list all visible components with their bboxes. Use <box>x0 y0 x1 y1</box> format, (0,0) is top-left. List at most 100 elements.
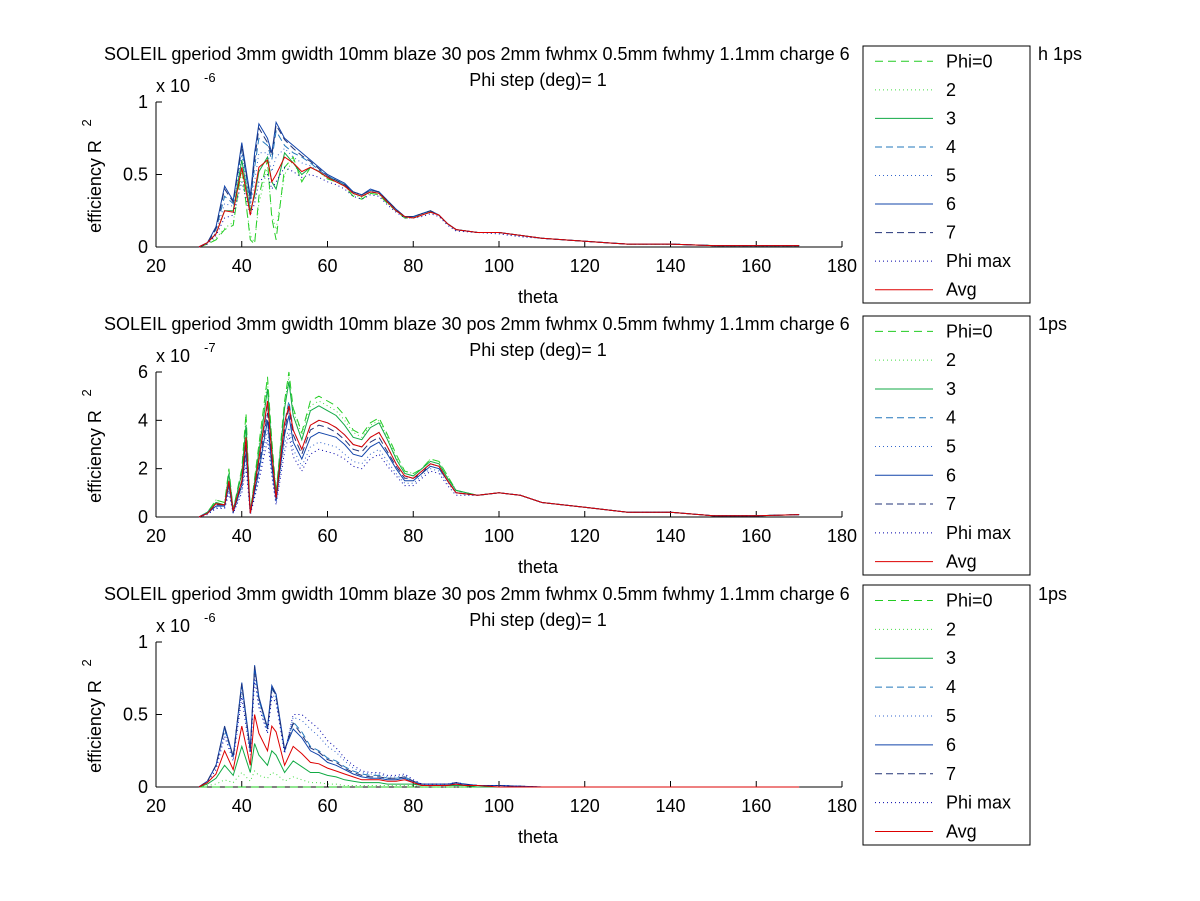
series-line-6 <box>198 120 800 248</box>
x-tick-label: 100 <box>484 526 514 546</box>
chart-1: 20 40 60 80 100 120 140 160 180 0 0.5 1 x 10 -6 theta e… <box>79 44 1082 307</box>
x-tick-label: 20 <box>146 256 166 276</box>
chart-subtitle: Phi step (deg)= 1 <box>469 610 607 630</box>
legend-label: 6 <box>946 194 956 214</box>
legend-box <box>862 45 1031 304</box>
axis-exponent-base: x 10 <box>156 76 190 96</box>
axis-exponent-power: -6 <box>204 70 216 85</box>
x-tick-label: 120 <box>570 256 600 276</box>
series-line-2 <box>198 770 800 788</box>
y-axis-label-group: efficiency R 2 <box>79 119 105 233</box>
y-axis-label-superscript: 2 <box>79 389 94 396</box>
x-tick-label: 40 <box>232 256 252 276</box>
x-axis-label: theta <box>518 557 559 577</box>
legend-label: 7 <box>946 494 956 514</box>
y-axis-label-group: efficiency R 2 <box>79 389 105 503</box>
legend-label: 2 <box>946 619 956 639</box>
legend-label: Avg <box>946 552 977 572</box>
series-line-8 <box>198 166 800 248</box>
series-line-3 <box>198 743 800 788</box>
x-tick-label: 100 <box>484 256 514 276</box>
series-line-7 <box>198 123 800 248</box>
y-tick-label: 2 <box>138 459 148 479</box>
chart-title-tail: 1ps <box>1038 584 1067 604</box>
series-line-7 <box>198 408 800 518</box>
legend-label: 7 <box>946 223 956 243</box>
legend-box <box>862 315 1031 576</box>
legend-label: 7 <box>946 764 956 784</box>
x-tick-label: 160 <box>741 256 771 276</box>
x-axis-label: theta <box>518 287 559 307</box>
series-line-6 <box>198 665 800 788</box>
x-tick-label: 60 <box>317 526 337 546</box>
legend-label: Phi=0 <box>946 590 993 610</box>
y-tick-label: 0 <box>138 777 148 797</box>
axis-exponent-base: x 10 <box>156 346 190 366</box>
y-tick-label: 0 <box>138 507 148 527</box>
chart-title-tail: h 1ps <box>1038 44 1082 64</box>
legend-label: Phi max <box>946 523 1011 543</box>
series-line-4 <box>198 129 800 248</box>
x-tick-label: 140 <box>655 796 685 816</box>
series-line-6 <box>198 415 800 518</box>
x-tick-label: 140 <box>655 256 685 276</box>
series-line-9 <box>198 400 800 518</box>
series-line-1 <box>198 371 800 518</box>
x-axis-label: theta <box>518 827 559 847</box>
legend: Phi=0 2 3 4 5 6 7 Phi max Avg <box>862 45 1031 304</box>
legend-label: 5 <box>946 437 956 457</box>
x-tick-label: 180 <box>827 526 857 546</box>
series-line-8 <box>198 434 800 518</box>
y-tick-label: 1 <box>138 632 148 652</box>
legend-label: 3 <box>946 108 956 128</box>
legend-label: Phi=0 <box>946 51 993 71</box>
legend-label: Phi=0 <box>946 321 993 341</box>
y-axis-label-superscript: 2 <box>79 119 94 126</box>
legend: Phi=0 2 3 4 5 6 7 Phi max Avg <box>862 315 1031 576</box>
series-line-5 <box>198 427 800 518</box>
x-tick-label: 40 <box>232 796 252 816</box>
legend-label: Phi max <box>946 251 1011 271</box>
chart-3: 20 40 60 80 100 120 140 160 180 0 0.5 1 x 10 -6 theta e… <box>79 584 1067 847</box>
x-tick-label: 160 <box>741 796 771 816</box>
legend-label: 4 <box>946 408 956 428</box>
legend-label: Phi max <box>946 793 1011 813</box>
legend: Phi=0 2 3 4 5 6 7 Phi max Avg <box>862 584 1031 846</box>
series-line-7 <box>198 666 800 788</box>
legend-label: 4 <box>946 137 956 157</box>
x-tick-label: 140 <box>655 526 685 546</box>
y-axis-label: efficiency R <box>85 140 105 233</box>
y-tick-label: 6 <box>138 362 148 382</box>
y-axis-label: efficiency R <box>85 680 105 773</box>
axis-exponent-power: -7 <box>204 340 216 355</box>
chart-title-tail: 1ps <box>1038 314 1067 334</box>
x-tick-label: 100 <box>484 796 514 816</box>
x-tick-label: 60 <box>317 256 337 276</box>
x-tick-label: 80 <box>403 796 423 816</box>
chart-title: SOLEIL gperiod 3mm gwidth 10mm blaze 30 … <box>104 584 850 604</box>
x-tick-label: 120 <box>570 526 600 546</box>
x-tick-label: 40 <box>232 526 252 546</box>
legend-label: 3 <box>946 379 956 399</box>
x-tick-label: 180 <box>827 256 857 276</box>
legend-label: 2 <box>946 350 956 370</box>
legend-label: Avg <box>946 822 977 842</box>
x-tick-label: 20 <box>146 796 166 816</box>
y-tick-label: 4 <box>138 410 148 430</box>
series-line-3 <box>198 381 800 518</box>
legend-label: 3 <box>946 648 956 668</box>
y-tick-label: 1 <box>138 92 148 112</box>
y-tick-label: 0.5 <box>123 165 148 185</box>
series-line-2 <box>198 376 800 518</box>
y-tick-label: 0 <box>138 237 148 257</box>
series-line-5 <box>198 673 800 788</box>
y-tick-label: 0.5 <box>123 705 148 725</box>
chart-2: 20 40 60 80 100 120 140 160 180 0 2 4 6 x 10 -7 theta ef… <box>79 314 1067 577</box>
legend-label: Avg <box>946 280 977 300</box>
x-tick-label: 180 <box>827 796 857 816</box>
chart-subtitle: Phi step (deg)= 1 <box>469 340 607 360</box>
chart-title: SOLEIL gperiod 3mm gwidth 10mm blaze 30 … <box>104 314 850 334</box>
y-axis-label-superscript: 2 <box>79 659 94 666</box>
chart-title: SOLEIL gperiod 3mm gwidth 10mm blaze 30 … <box>104 44 850 64</box>
